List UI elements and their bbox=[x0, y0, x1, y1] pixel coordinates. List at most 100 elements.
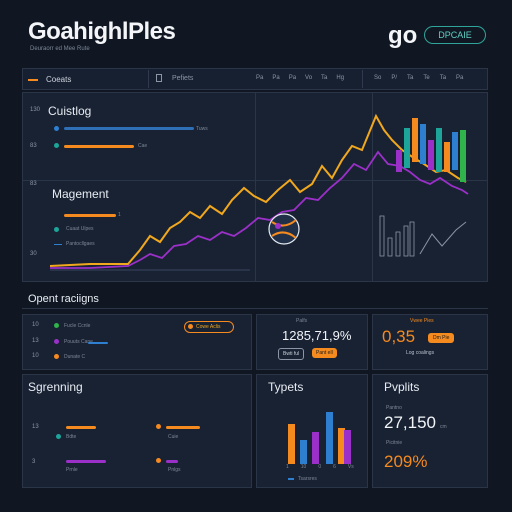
blue-bar bbox=[88, 342, 108, 344]
types-bar bbox=[288, 424, 295, 464]
status-dot bbox=[54, 339, 59, 344]
filter-item[interactable]: Hg bbox=[336, 75, 345, 81]
profits-sub: Picitnie bbox=[386, 440, 403, 446]
profits-unit: cm bbox=[440, 424, 447, 430]
grid-vline bbox=[372, 92, 373, 282]
status-dot bbox=[54, 227, 59, 232]
row-number: 3 bbox=[32, 459, 36, 465]
filter-item[interactable]: Ta bbox=[439, 75, 447, 81]
bottom-left-panel bbox=[22, 374, 252, 488]
app-subtitle: Deuraorr ed Mee Rute bbox=[30, 46, 90, 52]
row-number: 10 bbox=[32, 353, 39, 359]
doc-icon bbox=[156, 74, 162, 82]
column-bar bbox=[436, 128, 442, 172]
status-dot bbox=[54, 126, 59, 131]
types-footer: Tsarsres bbox=[298, 476, 317, 482]
filter-item[interactable]: Vo bbox=[305, 75, 313, 81]
status-dot bbox=[156, 458, 161, 463]
profits-sub: Pantno bbox=[386, 405, 402, 411]
card-chip[interactable]: Dm Pie bbox=[428, 333, 455, 343]
column-bar bbox=[460, 130, 466, 182]
inset-bar bbox=[409, 221, 415, 257]
action-pill[interactable] bbox=[184, 321, 234, 333]
panel-title-sgrenning: Sgrenning bbox=[28, 380, 83, 394]
types-bar bbox=[300, 440, 307, 464]
toolbar bbox=[22, 68, 488, 90]
metric-value: 1285,71,9% bbox=[282, 328, 352, 343]
types-bar bbox=[338, 428, 345, 464]
orange-bar bbox=[64, 214, 116, 217]
axis-tick: 1 bbox=[286, 464, 289, 470]
filter-item[interactable]: Pa bbox=[272, 75, 280, 81]
filter-item[interactable]: Pa bbox=[456, 75, 464, 81]
list-item[interactable]: Fucle Ccnle bbox=[64, 323, 91, 329]
globe-icon bbox=[268, 213, 300, 245]
list-item[interactable]: Pouuts Cane bbox=[64, 339, 93, 345]
list-item[interactable]: Dunate C bbox=[64, 354, 86, 360]
inset-bar bbox=[379, 215, 385, 257]
axis-tick: 10 bbox=[300, 464, 307, 470]
column-bar bbox=[428, 140, 434, 170]
orange-bar bbox=[64, 145, 134, 148]
status-dot bbox=[54, 143, 59, 148]
metric-top: Palfs bbox=[296, 318, 308, 324]
metric-card bbox=[256, 314, 368, 370]
row-number: 83 bbox=[30, 181, 37, 187]
types-bar bbox=[344, 430, 351, 464]
filter-item[interactable]: Pa bbox=[288, 75, 297, 81]
column-bar bbox=[412, 118, 418, 162]
filter-item[interactable]: Pa bbox=[256, 75, 264, 81]
filter-group-2: So P/ Ta Te Ta Pa bbox=[374, 75, 463, 81]
filter-item[interactable]: Ta bbox=[321, 75, 328, 81]
panel-title-typets: Typets bbox=[268, 380, 304, 394]
types-axis: 1 10 0 6 Vs bbox=[286, 464, 354, 470]
filter-item[interactable]: Te bbox=[423, 75, 430, 81]
pill-dot bbox=[188, 324, 193, 329]
axis-tick: Vs bbox=[347, 464, 354, 470]
profits-card bbox=[372, 374, 488, 488]
filter-item[interactable]: Ta bbox=[407, 75, 414, 81]
divider bbox=[362, 70, 363, 88]
footer-accent bbox=[288, 478, 294, 480]
filter-item[interactable]: So bbox=[374, 75, 382, 81]
profits-percent: 209% bbox=[384, 452, 428, 471]
orange-value: 0,35 bbox=[382, 327, 416, 346]
row-number: 83 bbox=[30, 143, 37, 149]
list-item: Cuie bbox=[168, 434, 179, 440]
column-bar bbox=[404, 128, 410, 168]
axis-tick: 0 bbox=[318, 464, 322, 470]
inset-bar bbox=[403, 225, 409, 257]
logo: go bbox=[388, 22, 418, 49]
section-title-magement: Magement bbox=[52, 187, 109, 201]
row-number: 10 bbox=[32, 322, 39, 328]
chip-button[interactable]: Bwti ful bbox=[278, 348, 305, 360]
grid-hline bbox=[22, 180, 488, 181]
toolbar-accent bbox=[28, 79, 38, 81]
header-badge[interactable]: DPCAIE bbox=[424, 26, 486, 44]
orange-bar bbox=[66, 426, 96, 429]
section-label: Opent raciigns bbox=[28, 293, 99, 305]
status-dot bbox=[54, 354, 59, 359]
bar-value: 1 bbox=[118, 212, 121, 218]
card-bottom: Log coalings bbox=[406, 350, 435, 356]
blue-bar bbox=[64, 127, 194, 130]
column-bar bbox=[396, 150, 402, 172]
column-bar bbox=[444, 142, 450, 172]
row-number: 13 bbox=[32, 424, 39, 430]
row-number: 13 bbox=[32, 338, 39, 344]
inset-bar-chart bbox=[379, 215, 467, 257]
filter-item[interactable]: P/ bbox=[391, 75, 398, 81]
toolbar-item-coeats[interactable]: Coeats bbox=[46, 75, 72, 84]
toolbar-item-pefiets[interactable]: Pefiets bbox=[172, 75, 194, 82]
orange-bar bbox=[166, 426, 200, 429]
list-item: Pantocllgaes bbox=[66, 241, 95, 247]
grid-vline bbox=[255, 92, 256, 282]
status-dot bbox=[156, 424, 161, 429]
types-bar bbox=[326, 412, 333, 464]
bar-value: Tuws bbox=[196, 126, 208, 132]
bar-value: Cae bbox=[138, 143, 148, 149]
purple-bar bbox=[166, 460, 178, 463]
list-item: Prnle bbox=[66, 467, 78, 473]
left-list-panel bbox=[22, 314, 252, 370]
chip-button[interactable]: Pant ell bbox=[312, 348, 337, 358]
